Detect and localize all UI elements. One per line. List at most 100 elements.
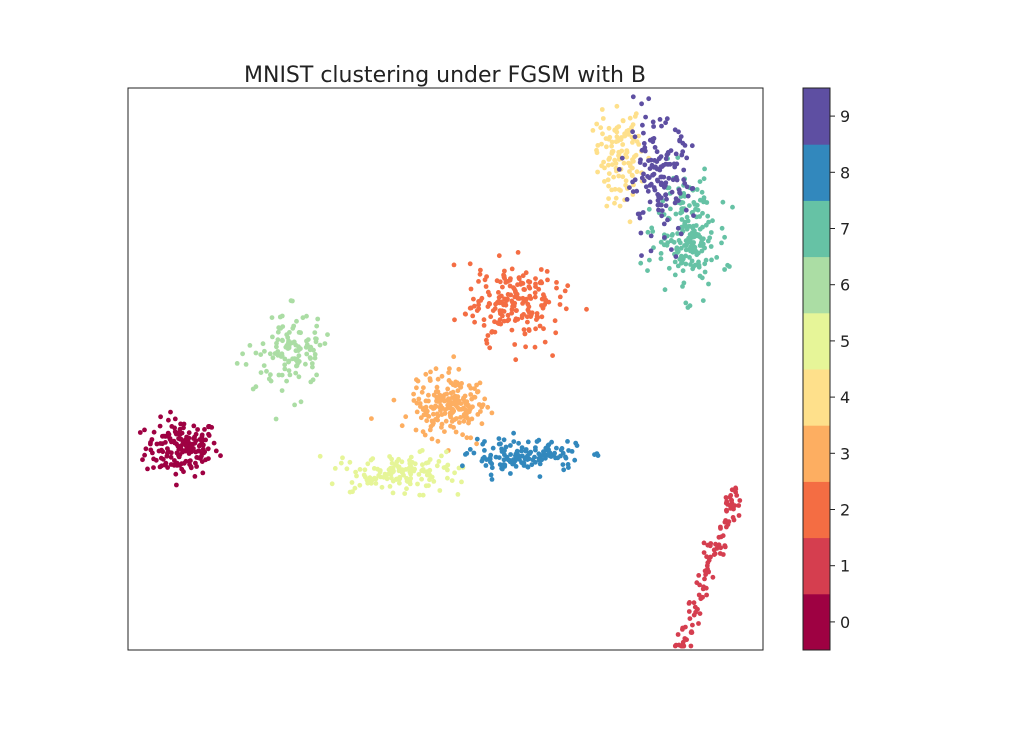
- scatter-point-3: [457, 420, 462, 425]
- scatter-point-3: [457, 383, 463, 389]
- scatter-point-9: [639, 101, 644, 107]
- scatter-point-9: [650, 172, 656, 178]
- scatter-point-6: [293, 348, 299, 354]
- scatter-point-1: [711, 552, 717, 557]
- scatter-point-3: [391, 397, 397, 403]
- scatter-point-2: [515, 250, 521, 255]
- scatter-point-8: [488, 472, 494, 478]
- scatter-point-7: [673, 211, 679, 217]
- scatter-point-9: [647, 199, 653, 205]
- scatter-point-2: [474, 308, 480, 313]
- scatter-point-7: [675, 231, 680, 236]
- scatter-point-1: [718, 534, 724, 540]
- scatter-point-5: [404, 475, 409, 481]
- scatter-point-8: [537, 461, 543, 467]
- scatter-point-9: [652, 145, 658, 150]
- scatter-point-8: [497, 462, 503, 467]
- scatter-point-9: [624, 197, 630, 202]
- scatter-point-3: [466, 383, 472, 388]
- scatter-point-7: [665, 240, 671, 246]
- scatter-point-9: [672, 127, 678, 133]
- scatter-point-3: [447, 410, 453, 416]
- scatter-point-2: [533, 326, 538, 332]
- scatter-point-2: [521, 287, 527, 292]
- scatter-point-5: [441, 465, 447, 470]
- colorbar-tick-label-3: 3: [840, 444, 850, 463]
- scatter-point-3: [464, 399, 470, 405]
- scatter-point-3: [413, 427, 419, 433]
- scatter-point-3: [435, 376, 441, 382]
- colorbar-tick-label-0: 0: [840, 613, 850, 632]
- scatter-point-0: [181, 421, 187, 427]
- scatter-point-5: [408, 454, 414, 460]
- scatter-point-8: [467, 447, 473, 452]
- scatter-point-3: [414, 400, 420, 406]
- scatter-point-2: [538, 267, 544, 272]
- scatter-point-9: [663, 156, 669, 162]
- scatter-point-5: [362, 467, 368, 473]
- scatter-point-2: [467, 261, 473, 267]
- scatter-point-6: [308, 356, 313, 361]
- scatter-point-4: [613, 195, 619, 201]
- scatter-point-4: [602, 179, 607, 184]
- scatter-point-5: [397, 480, 402, 486]
- scatter-point-8: [474, 436, 480, 442]
- scatter-point-0: [151, 465, 156, 470]
- scatter-point-9: [641, 178, 647, 184]
- scatter-point-5: [417, 449, 423, 455]
- scatter-point-0: [195, 427, 201, 432]
- scatter-point-6: [317, 342, 323, 348]
- scatter-point-0: [206, 431, 211, 437]
- scatter-point-3: [421, 385, 426, 391]
- scatter-point-4: [623, 178, 629, 184]
- scatter-point-5: [420, 462, 425, 468]
- colorbar-segment-5: [803, 312, 830, 370]
- scatter-point-9: [684, 155, 690, 161]
- scatter-point-7: [638, 260, 644, 266]
- scatter-point-4: [604, 144, 609, 150]
- scatter-point-2: [505, 312, 511, 318]
- scatter-point-9: [676, 187, 682, 193]
- scatter-point-7: [708, 230, 714, 235]
- scatter-point-3: [438, 403, 443, 408]
- scatter-point-2: [501, 309, 507, 314]
- scatter-point-6: [291, 339, 297, 345]
- scatter-point-4: [603, 136, 609, 142]
- scatter-point-7: [672, 272, 678, 278]
- scatter-point-4: [617, 203, 623, 209]
- scatter-point-3: [461, 406, 467, 412]
- scatter-point-5: [373, 476, 379, 482]
- scatter-point-2: [544, 299, 549, 305]
- scatter-point-9: [659, 123, 664, 129]
- scatter-point-3: [460, 432, 465, 438]
- scatter-point-5: [424, 472, 430, 478]
- scatter-point-7: [696, 250, 701, 256]
- scatter-point-0: [177, 462, 183, 468]
- scatter-point-7: [696, 262, 702, 268]
- scatter-point-5: [390, 468, 395, 474]
- scatter-point-3: [434, 384, 440, 390]
- scatter-point-9: [683, 207, 689, 213]
- scatter-point-2: [494, 278, 500, 284]
- scatter-point-3: [448, 423, 453, 429]
- scatter-point-5: [344, 466, 350, 472]
- scatter-point-9: [645, 174, 650, 179]
- scatter-point-6: [286, 368, 292, 373]
- scatter-point-8: [560, 462, 566, 467]
- scatter-point-3: [468, 392, 474, 397]
- colorbar-tick-label-5: 5: [840, 332, 850, 351]
- scatter-point-8: [525, 439, 531, 445]
- scatter-point-3: [485, 404, 491, 410]
- scatter-point-7: [678, 210, 683, 216]
- scatter-point-0: [186, 430, 192, 436]
- scatter-point-7: [674, 250, 680, 255]
- scatter-point-3: [469, 396, 475, 402]
- scatter-point-8: [539, 457, 545, 463]
- scatter-point-3: [456, 366, 462, 372]
- scatter-point-9: [685, 193, 691, 199]
- scatter-point-4: [601, 159, 606, 165]
- scatter-point-2: [513, 357, 519, 363]
- scatter-point-6: [296, 353, 302, 359]
- scatter-point-9: [632, 177, 638, 183]
